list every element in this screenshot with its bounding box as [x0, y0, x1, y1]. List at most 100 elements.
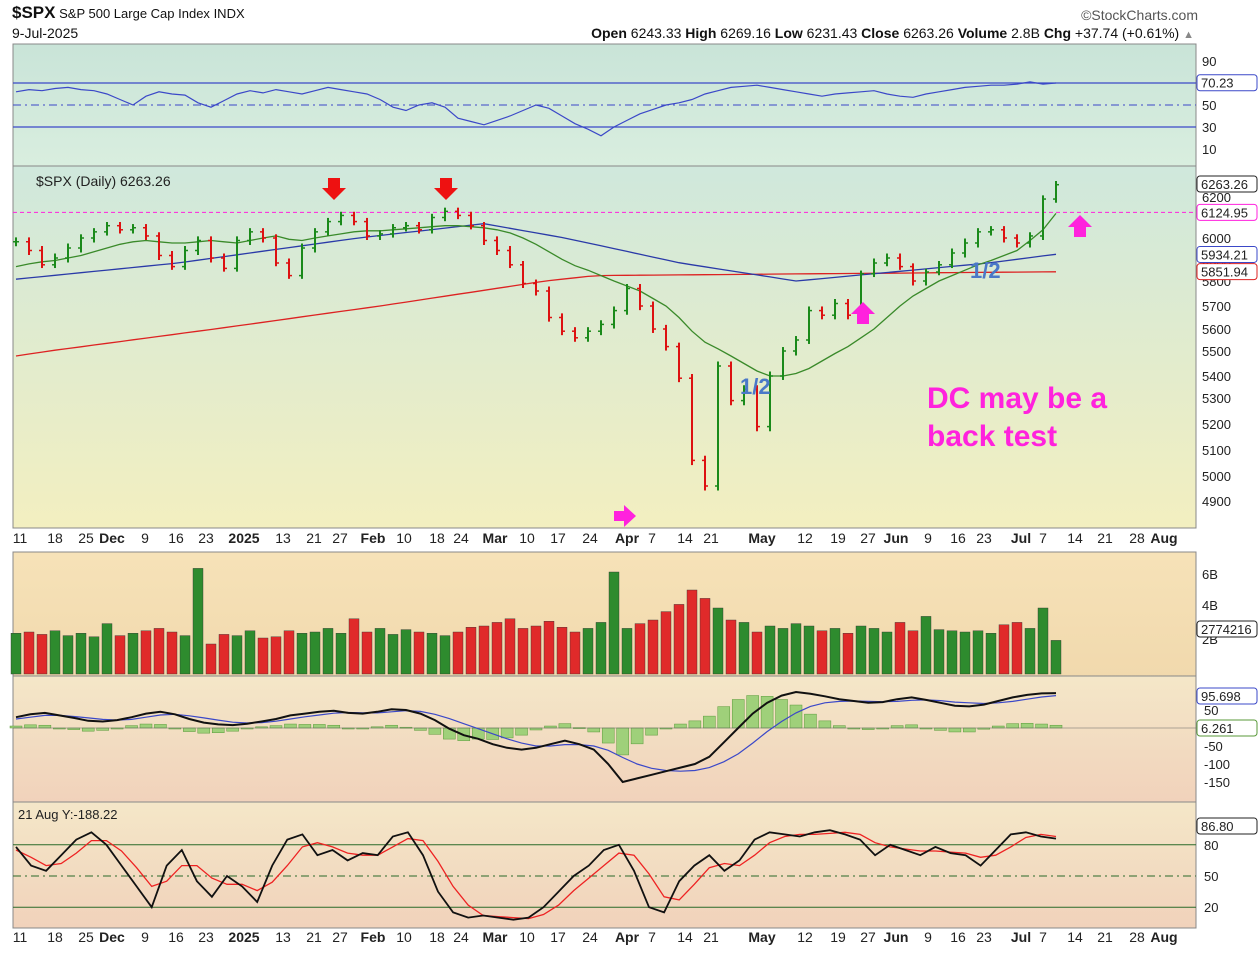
close-label: Close: [861, 25, 900, 41]
macd-histogram-bar: [269, 725, 283, 729]
volume-bar: [400, 629, 412, 675]
macd-histogram-bar: [789, 704, 803, 729]
x-axis-label: Jun: [884, 929, 909, 945]
macd-histogram-bar: [717, 706, 731, 729]
last-value-label: 5934.21: [1201, 247, 1248, 262]
volume-bar: [647, 619, 659, 675]
x-axis-label: 16: [168, 530, 184, 546]
x-axis-label: Aug: [1150, 929, 1177, 945]
macd-histogram-bar: [226, 727, 239, 732]
macd-histogram-bar: [703, 715, 716, 729]
volume-bar: [374, 628, 386, 675]
volume-bar: [322, 628, 334, 675]
macd-histogram-bar: [183, 727, 196, 732]
rsi-line: [15, 81, 1057, 137]
x-axis-label: Dec: [99, 530, 125, 546]
price-tick-label: 5100: [1202, 443, 1231, 458]
volume-bar: [101, 623, 113, 675]
volume-bar: [907, 630, 919, 675]
volume-tick-label: 4B: [1202, 598, 1218, 613]
volume-bar: [283, 630, 295, 675]
x-axis-label: 9: [141, 929, 149, 945]
macd-histogram-bar: [587, 727, 601, 733]
last-value-badge: [1196, 203, 1258, 221]
volume-bar: [985, 633, 997, 675]
volume-bar: [868, 628, 880, 675]
volume-bar: [1037, 607, 1049, 675]
macd-histogram-bar: [284, 723, 297, 729]
last-value-label: 95.698: [1201, 689, 1241, 704]
volume-bar: [1011, 622, 1023, 675]
annotation-line-1: DC may be a: [927, 382, 1107, 415]
volume-bar: [816, 630, 828, 675]
x-axis-label: May: [748, 530, 775, 546]
x-axis-label: 27: [860, 530, 876, 546]
x-axis-label: 21: [306, 530, 322, 546]
rsi-tick-label: 10: [1202, 142, 1216, 157]
volume-bar: [608, 571, 620, 675]
x-axis-label: 24: [453, 530, 469, 546]
volume-bar: [309, 631, 321, 675]
series-label: $SPX (Daily) 6263.26: [36, 173, 171, 189]
macd-histogram-bar: [81, 727, 95, 732]
x-axis-label: 13: [275, 929, 291, 945]
x-axis-label: 7: [1039, 530, 1047, 546]
macd-line: [15, 690, 1057, 784]
volume-bar: [738, 622, 750, 675]
macd-histogram-bar: [211, 727, 225, 734]
red-down-arrow: [434, 178, 458, 200]
x-axis-label: 18: [429, 929, 445, 945]
high-value: 6269.16: [720, 25, 771, 41]
price-tick-label: 5600: [1202, 322, 1231, 337]
x-axis-label: 21: [1097, 929, 1113, 945]
volume-tick-label: 6B: [1202, 567, 1218, 582]
macd-histogram-bar: [24, 724, 37, 729]
macd-histogram-bar: [1035, 723, 1048, 729]
volume-bar: [543, 621, 555, 675]
ohlc-stats: Open 6243.33 High 6269.16 Low 6231.43 Cl…: [591, 25, 1194, 41]
x-axis-label: 27: [332, 929, 348, 945]
x-axis-label: 21: [306, 929, 322, 945]
volume-bar: [881, 631, 893, 675]
magenta-right-arrow: [614, 505, 636, 527]
volume-bar: [517, 628, 529, 675]
price-tick-label: 5400: [1202, 369, 1231, 384]
last-value-badge: [1196, 175, 1258, 193]
price-tick-label: 6200: [1202, 190, 1231, 205]
macd-histogram-bar: [154, 724, 167, 729]
macd-histogram-bar: [414, 727, 427, 731]
red-down-arrow: [322, 178, 346, 200]
last-value-badge: [1196, 817, 1258, 835]
x-axis-label: 10: [396, 530, 412, 546]
macd-histogram-bar: [327, 724, 341, 729]
volume-bar: [179, 635, 191, 675]
volume-bar: [426, 633, 438, 675]
rsi-tick-label: 30: [1202, 120, 1216, 135]
macd-histogram-bar: [197, 727, 211, 734]
volume-bar: [491, 622, 503, 675]
ma-blue-line: [15, 223, 1057, 282]
x-axis-label: 25: [78, 929, 94, 945]
x-axis-label: 10: [519, 929, 535, 945]
volume-bar: [153, 628, 165, 675]
volume-bar: [842, 633, 854, 675]
macd-histogram-bar: [601, 727, 615, 744]
macd-histogram-bar: [125, 725, 138, 729]
x-axis-label: 16: [950, 929, 966, 945]
chg-label: Chg: [1043, 25, 1072, 41]
x-axis-label: 25: [78, 530, 94, 546]
macd-histogram-bar: [385, 724, 398, 729]
x-axis-label: 23: [198, 929, 214, 945]
macd-histogram-bar: [905, 724, 918, 729]
low-label: Low: [774, 25, 803, 41]
volume-bar: [803, 625, 815, 675]
last-value-label: 6124.95: [1201, 205, 1248, 220]
price-tick-label: 5500: [1202, 344, 1231, 359]
volume-bar: [205, 643, 217, 675]
x-axis-label: 2025: [228, 530, 259, 546]
last-value-badge: [1196, 263, 1258, 281]
half-label: 1/2: [970, 258, 1001, 283]
x-axis-label: 19: [830, 929, 846, 945]
macd-histogram-bar: [500, 727, 514, 739]
